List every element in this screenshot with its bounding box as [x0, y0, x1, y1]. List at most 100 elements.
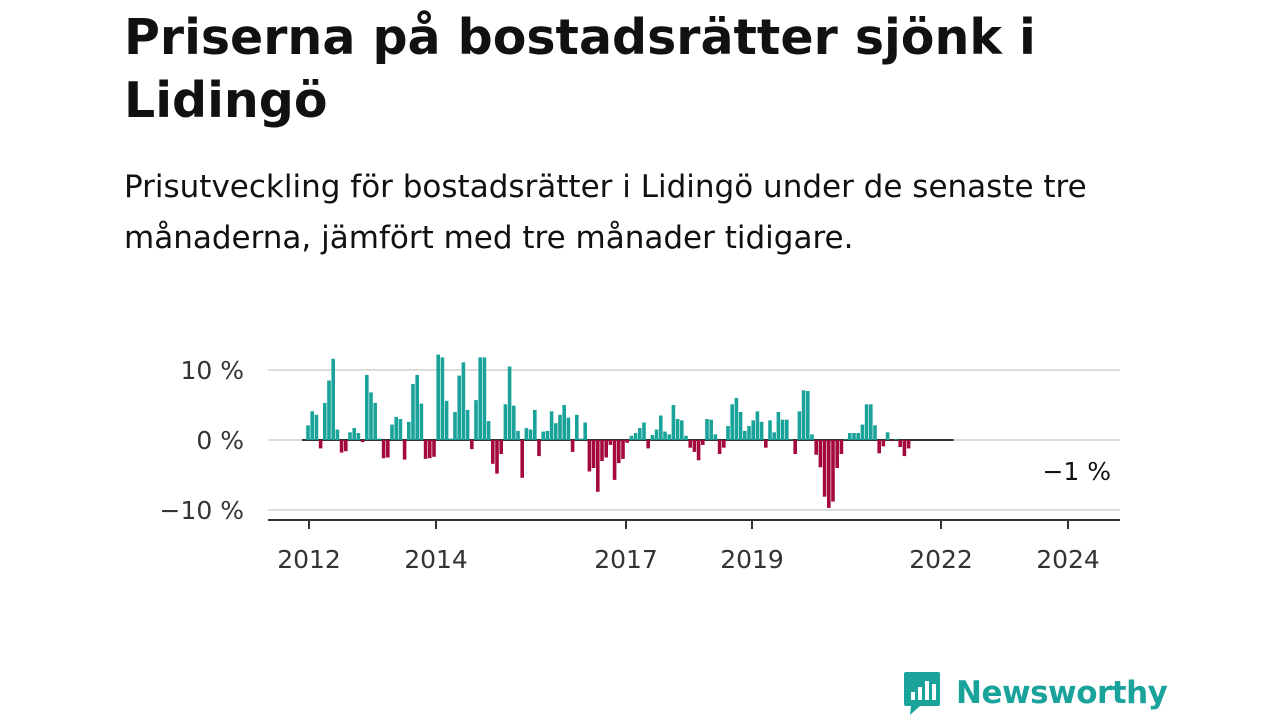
bar [621, 440, 625, 459]
bar [579, 438, 583, 440]
bar [780, 419, 785, 440]
bar [524, 428, 529, 440]
bar [373, 402, 377, 440]
bar [318, 440, 323, 449]
bar [470, 440, 474, 450]
bar [352, 428, 356, 440]
bar [423, 440, 428, 459]
brand-name: Newsworthy [956, 675, 1168, 711]
bar [554, 423, 558, 440]
bar [638, 428, 642, 440]
bar [881, 440, 886, 447]
bar [528, 429, 533, 440]
bar [856, 433, 860, 440]
bar [591, 440, 596, 468]
bar [810, 434, 814, 440]
bar [381, 440, 386, 459]
bar [558, 414, 562, 440]
bar [877, 440, 881, 454]
bar [344, 440, 348, 452]
bar [726, 426, 730, 440]
bar [827, 440, 831, 508]
bar [625, 440, 629, 443]
bar [335, 429, 340, 440]
bar [646, 440, 650, 449]
bar [503, 404, 508, 440]
bar [692, 440, 697, 452]
bar [650, 435, 655, 440]
bar [562, 405, 566, 440]
bar [617, 440, 621, 464]
bar [755, 411, 760, 440]
chart-subtitle: Prisutveckling för bostadsrätter i Lidin… [124, 169, 1087, 256]
bar [512, 405, 516, 440]
bar [835, 440, 839, 468]
x-tick-label: 2012 [277, 545, 341, 574]
x-tick-label: 2017 [594, 545, 658, 574]
bar [852, 433, 856, 440]
bar [730, 404, 734, 440]
bar [575, 414, 579, 440]
bar [419, 403, 424, 440]
bar [898, 440, 902, 447]
bar [612, 440, 617, 480]
bar [587, 440, 592, 472]
bar [415, 374, 419, 440]
bar [533, 409, 537, 440]
bar [722, 440, 726, 448]
bar [356, 433, 361, 440]
y-tick-label: 0 % [196, 426, 244, 455]
bar [390, 424, 394, 440]
x-tick-label: 2019 [720, 545, 784, 574]
bar [785, 419, 789, 440]
bar [386, 440, 390, 458]
bar [747, 426, 751, 440]
bar [398, 419, 403, 440]
bar [331, 358, 335, 440]
bar [440, 357, 445, 440]
bar [369, 392, 373, 440]
bar [444, 400, 449, 440]
bar [772, 432, 776, 440]
bar [306, 425, 310, 440]
newsworthy-brand[interactable]: Newsworthy [902, 670, 1168, 716]
bar [407, 421, 411, 440]
bar [890, 440, 894, 441]
bar [541, 431, 545, 440]
bar [831, 440, 835, 502]
y-tick-label: 10 % [180, 356, 244, 385]
x-tick-label: 2014 [404, 545, 468, 574]
bar [776, 412, 781, 440]
bar [873, 425, 877, 440]
bar [885, 432, 890, 440]
bar [642, 422, 646, 440]
bar [738, 412, 743, 440]
bar [461, 362, 466, 440]
bar [566, 417, 571, 440]
latest-value-label: −1 % [1042, 457, 1111, 486]
bar [902, 440, 907, 457]
bar [465, 409, 470, 440]
bar [449, 438, 453, 440]
bar [482, 357, 487, 440]
bar [323, 402, 327, 440]
bar [394, 416, 398, 440]
bar [339, 440, 344, 453]
bar [495, 440, 499, 474]
bar [453, 412, 457, 440]
bar [734, 398, 739, 440]
bar [764, 440, 768, 448]
bar [864, 404, 869, 440]
bar [608, 440, 613, 445]
bar [604, 440, 608, 458]
bar [667, 434, 671, 440]
bar [499, 440, 503, 454]
bar [759, 421, 764, 440]
bar [478, 357, 482, 440]
chart-title: Priserna på bostadsrätter sjönk i Liding… [124, 9, 1036, 129]
bar [848, 433, 852, 440]
bar [377, 438, 382, 440]
bar [680, 420, 684, 440]
bar [717, 440, 722, 454]
bar [411, 384, 415, 440]
